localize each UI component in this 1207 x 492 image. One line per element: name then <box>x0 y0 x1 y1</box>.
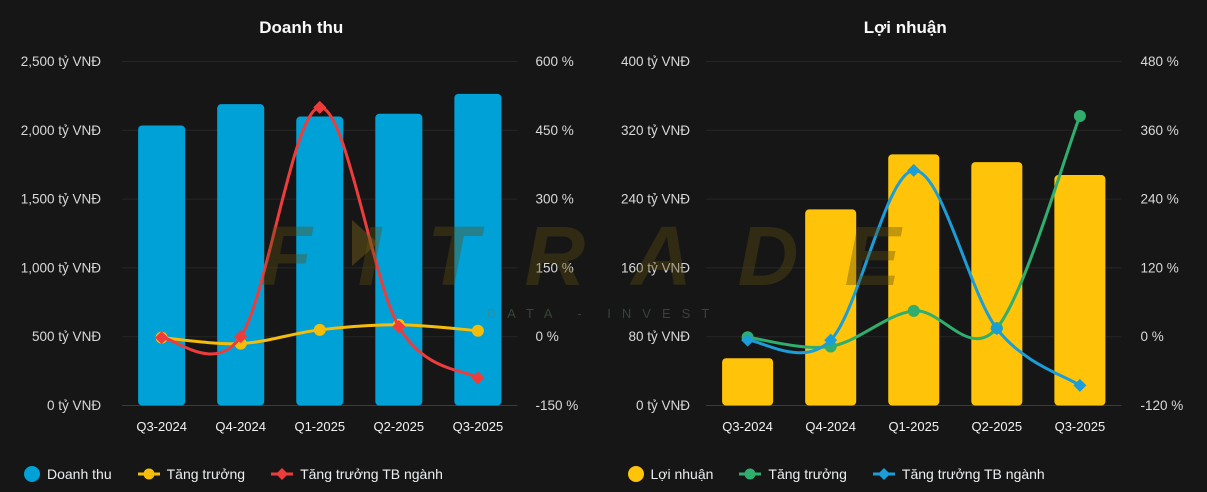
x-axis-label: Q4-2024 <box>215 419 266 434</box>
x-axis-label: Q3-2024 <box>722 419 773 434</box>
legend-circle-icon <box>24 466 40 482</box>
bar-q1-2025 <box>887 154 939 406</box>
marker-diamond-tang-truong-tb-nganh <box>313 100 327 114</box>
legend-item-loi-nhuan[interactable]: Lợi nhuận <box>627 466 714 482</box>
left-axis-tick: 160 tỷ VNĐ <box>621 260 690 275</box>
x-axis-label: Q1-2025 <box>294 419 345 434</box>
profit-chart-legend: Lợi nhuận Tăng trưởng Tăng trưởng TB ngành <box>627 466 1045 482</box>
marker-diamond-tang-truong-tb-nganh <box>906 163 920 177</box>
left-axis-tick: 0 tỷ VNĐ <box>47 398 101 413</box>
left-axis-tick: 1,000 tỷ VNĐ <box>21 260 102 275</box>
marker-circle-tang-truong <box>907 304 920 317</box>
left-axis-tick: 2,000 tỷ VNĐ <box>21 123 102 138</box>
legend-label: Doanh thu <box>47 466 112 482</box>
x-axis-label: Q2-2025 <box>374 419 425 434</box>
x-axis-label: Q2-2025 <box>971 419 1022 434</box>
right-axis-tick: 450 % <box>535 123 573 138</box>
legend-item-tang-truong[interactable]: Tăng trưởng <box>739 466 847 482</box>
x-axis-label: Q3-2024 <box>136 419 187 434</box>
left-axis-tick: 320 tỷ VNĐ <box>621 123 690 138</box>
legend-item-doanh-thu[interactable]: Doanh thu <box>24 466 112 482</box>
chart-title: Lợi nhuận <box>863 18 946 37</box>
right-axis-tick: 120 % <box>1140 260 1178 275</box>
bar-q1-2025 <box>296 116 344 406</box>
bar-q3-2024 <box>138 125 186 406</box>
legend-item-tang-truong[interactable]: Tăng trưởng <box>137 466 246 482</box>
marker-circle-tang-truong <box>313 323 326 336</box>
bar-q4-2024 <box>804 209 856 406</box>
legend-item-tang-truong-tb-nganh[interactable]: Tăng trưởng TB ngành <box>872 466 1045 482</box>
chart-panel-profit: 400 tỷ VNĐ 480 % 320 tỷ VNĐ 360 % 240 tỷ VNĐ… <box>604 0 1207 492</box>
right-axis-tick: 150 % <box>535 260 573 275</box>
marker-circle-tang-truong <box>471 324 484 337</box>
bar-q2-2025 <box>375 113 423 406</box>
marker-diamond-tang-truong-tb-nganh <box>823 333 837 347</box>
legend-line-circle-icon <box>137 467 160 481</box>
profit-chart-canvas: 400 tỷ VNĐ 480 % 320 tỷ VNĐ 360 % 240 tỷ VNĐ… <box>621 18 1183 434</box>
bar-q3-2025 <box>454 93 502 406</box>
legend-label: Tăng trưởng TB ngành <box>300 466 443 482</box>
left-axis-tick: 240 tỷ VNĐ <box>621 192 690 207</box>
revenue-chart-legend: Doanh thu Tăng trưởng Tăng trưởng TB ngành <box>24 466 443 482</box>
right-axis-tick: 480 % <box>1140 54 1178 69</box>
revenue-chart-canvas: 2,500 tỷ VNĐ 600 % 2,000 tỷ VNĐ 450 % 1,500 … <box>21 18 578 434</box>
right-axis-tick: 0 % <box>535 329 558 344</box>
legend-label: Tăng trưởng <box>768 466 847 482</box>
x-axis-label: Q3-2025 <box>1054 419 1105 434</box>
marker-diamond-tang-truong-tb-nganh <box>989 322 1003 336</box>
x-axis-label: Q3-2025 <box>453 419 504 434</box>
marker-diamond-tang-truong-tb-nganh <box>155 331 169 345</box>
right-axis-tick: 0 % <box>1140 329 1163 344</box>
right-axis-tick: 600 % <box>535 54 573 69</box>
x-axis-label: Q4-2024 <box>805 419 856 434</box>
marker-diamond-tang-truong-tb-nganh <box>392 320 406 334</box>
legend-label: Tăng trưởng <box>166 466 246 482</box>
legend-label: Lợi nhuận <box>650 466 714 482</box>
right-axis-tick: -150 % <box>535 398 578 413</box>
left-axis-tick: 500 tỷ VNĐ <box>32 329 101 344</box>
left-axis-tick: 1,500 tỷ VNĐ <box>21 192 102 207</box>
bar-q3-2025 <box>1053 175 1105 406</box>
right-axis-tick: 360 % <box>1140 123 1178 138</box>
legend-label: Tăng trưởng TB ngành <box>901 466 1045 482</box>
left-axis-tick: 2,500 tỷ VNĐ <box>21 54 102 69</box>
legend-line-diamond-icon <box>872 467 895 481</box>
line-tang-truong <box>745 114 1081 349</box>
bar-q2-2025 <box>970 162 1022 406</box>
legend-item-tang-truong-tb-nganh[interactable]: Tăng trưởng TB ngành <box>271 467 443 481</box>
right-axis-tick: -120 % <box>1140 398 1183 413</box>
legend-line-diamond-icon <box>271 467 294 481</box>
left-axis-tick: 400 tỷ VNĐ <box>621 54 690 69</box>
bar-q3-2024 <box>721 358 773 406</box>
right-axis-tick: 240 % <box>1140 192 1178 207</box>
left-axis-tick: 80 tỷ VNĐ <box>628 329 690 344</box>
legend-line-circle-icon <box>739 467 762 481</box>
legend-circle-icon <box>627 466 644 482</box>
right-axis-tick: 300 % <box>535 192 573 207</box>
marker-diamond-tang-truong-tb-nganh <box>471 371 485 385</box>
chart-panel-revenue: 2,500 tỷ VNĐ 600 % 2,000 tỷ VNĐ 450 % 1,500 … <box>21 18 578 482</box>
bar-q4-2024 <box>217 104 265 406</box>
marker-circle-tang-truong <box>1073 109 1086 122</box>
x-axis-label: Q1-2025 <box>888 419 939 434</box>
left-axis-tick: 0 tỷ VNĐ <box>636 398 690 413</box>
marker-diamond-tang-truong-tb-nganh <box>1072 378 1086 392</box>
chart-title: Doanh thu <box>259 18 343 37</box>
